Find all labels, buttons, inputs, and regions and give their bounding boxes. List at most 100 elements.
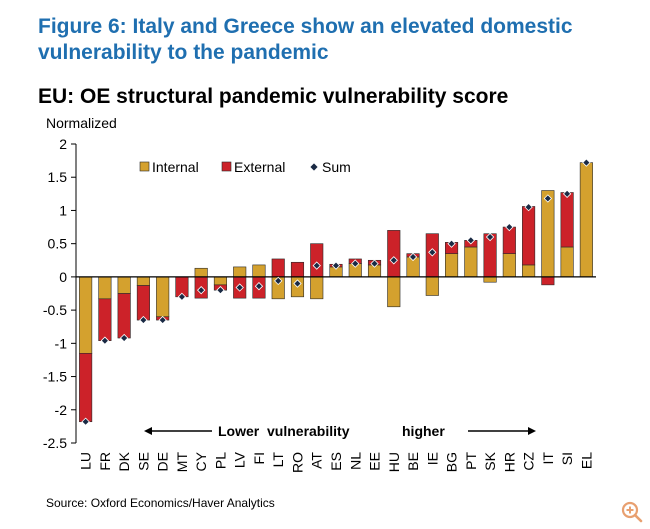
y-tick-label: -1.5 bbox=[43, 369, 67, 385]
y-tick-label: 1.5 bbox=[48, 169, 68, 185]
internal-bar bbox=[136, 276, 150, 286]
legend-label: Internal bbox=[152, 159, 199, 175]
y-tick-label: -0.5 bbox=[43, 302, 67, 318]
internal-bar bbox=[387, 276, 401, 308]
x-tick-label: SI bbox=[559, 452, 575, 465]
x-tick-label: FI bbox=[251, 452, 267, 464]
x-tick-label: LU bbox=[78, 452, 94, 470]
external-bar bbox=[271, 258, 285, 278]
sum-marker bbox=[505, 222, 514, 232]
internal-bar bbox=[310, 276, 324, 300]
annotation-higher: higher bbox=[402, 423, 445, 439]
annotation-lower: Lower vulnerability bbox=[218, 423, 350, 439]
sum-marker bbox=[119, 333, 129, 343]
sum-marker bbox=[582, 158, 591, 167]
sum-marker bbox=[408, 252, 418, 262]
left-arrow-head bbox=[144, 427, 152, 435]
internal-bar bbox=[194, 267, 208, 278]
internal-bar bbox=[213, 276, 227, 286]
sum-marker bbox=[177, 292, 187, 301]
internal-bar bbox=[156, 276, 170, 318]
x-tick-label: SK bbox=[482, 451, 498, 470]
sum-marker bbox=[351, 259, 360, 268]
y-tick-label: -1 bbox=[55, 335, 68, 351]
sum-marker bbox=[197, 286, 206, 295]
x-tick-label: NL bbox=[347, 452, 363, 470]
external-bar bbox=[136, 285, 150, 321]
x-tick-label: IT bbox=[540, 452, 556, 465]
external-bar bbox=[541, 276, 555, 286]
internal-bar bbox=[522, 264, 536, 278]
sum-marker bbox=[216, 286, 225, 295]
legend-label: Sum bbox=[322, 159, 351, 175]
x-tick-label: CY bbox=[193, 451, 209, 471]
internal-bar bbox=[117, 276, 131, 294]
x-tick-label: BE bbox=[405, 452, 421, 471]
x-tick-label: SE bbox=[135, 452, 151, 471]
external-bar bbox=[387, 230, 401, 278]
source-note: Source: Oxford Economics/Haver Analytics bbox=[46, 496, 275, 510]
x-tick-label: LV bbox=[232, 451, 248, 468]
x-tick-label: ES bbox=[328, 452, 344, 471]
x-tick-label: DE bbox=[155, 452, 171, 471]
x-tick-label: EE bbox=[367, 452, 383, 471]
sum-marker bbox=[428, 248, 437, 257]
x-tick-label: DK bbox=[116, 451, 132, 471]
sum-marker bbox=[158, 315, 167, 325]
x-tick-label: HU bbox=[386, 452, 402, 472]
external-bar bbox=[98, 298, 112, 341]
right-arrow-head bbox=[528, 427, 536, 435]
y-tick-label: -2.5 bbox=[43, 435, 67, 451]
sum-marker bbox=[447, 239, 456, 248]
x-tick-label: LT bbox=[270, 452, 286, 468]
x-tick-label: PL bbox=[212, 452, 228, 469]
y-tick-label: 1 bbox=[59, 202, 67, 218]
x-tick-label: MT bbox=[174, 452, 190, 473]
legend-swatch bbox=[139, 161, 150, 172]
x-tick-label: BG bbox=[444, 452, 460, 472]
external-bar bbox=[310, 243, 324, 278]
x-tick-label: CZ bbox=[521, 452, 537, 471]
y-tick-label: -2 bbox=[55, 402, 68, 418]
internal-bar bbox=[252, 264, 266, 278]
internal-bar bbox=[233, 266, 247, 278]
legend-swatch bbox=[221, 161, 232, 172]
internal-bar bbox=[560, 246, 574, 278]
x-tick-label: FR bbox=[97, 452, 113, 471]
internal-bar bbox=[483, 276, 497, 283]
sum-marker bbox=[562, 189, 572, 198]
figure-title: Figure 6: Italy and Greece show an eleva… bbox=[38, 15, 573, 64]
sum-marker bbox=[543, 194, 553, 203]
x-tick-label: EL bbox=[578, 452, 594, 469]
y-tick-label: 0.5 bbox=[48, 236, 68, 252]
sum-marker bbox=[81, 417, 90, 426]
sum-marker bbox=[139, 315, 148, 325]
sum-marker bbox=[312, 261, 321, 270]
sum-marker bbox=[235, 283, 244, 292]
internal-bar bbox=[425, 276, 439, 296]
external-bar bbox=[117, 293, 131, 339]
y-tick-label: 0 bbox=[59, 269, 67, 285]
chart-title: EU: OE structural pandemic vulnerability… bbox=[38, 85, 509, 108]
internal-bar bbox=[98, 276, 112, 300]
sum-marker bbox=[370, 259, 379, 268]
internal-bar bbox=[79, 276, 93, 354]
x-tick-label: IE bbox=[424, 452, 440, 465]
sum-marker bbox=[485, 232, 495, 242]
zoom-in-icon[interactable] bbox=[620, 500, 644, 524]
y-axis-label: Normalized bbox=[46, 115, 117, 131]
internal-bar bbox=[464, 246, 478, 278]
sum-marker bbox=[254, 282, 264, 291]
y-tick-label: 2 bbox=[59, 136, 67, 152]
legend-label: External bbox=[234, 159, 285, 175]
x-tick-label: PT bbox=[463, 452, 479, 470]
internal-bar bbox=[502, 253, 516, 278]
external-bar bbox=[79, 352, 93, 423]
x-tick-label: AT bbox=[309, 452, 325, 469]
sum-marker bbox=[331, 261, 341, 270]
internal-bar bbox=[445, 253, 459, 278]
sum-marker bbox=[389, 256, 398, 265]
sum-marker bbox=[466, 236, 475, 245]
legend-swatch bbox=[310, 163, 318, 171]
